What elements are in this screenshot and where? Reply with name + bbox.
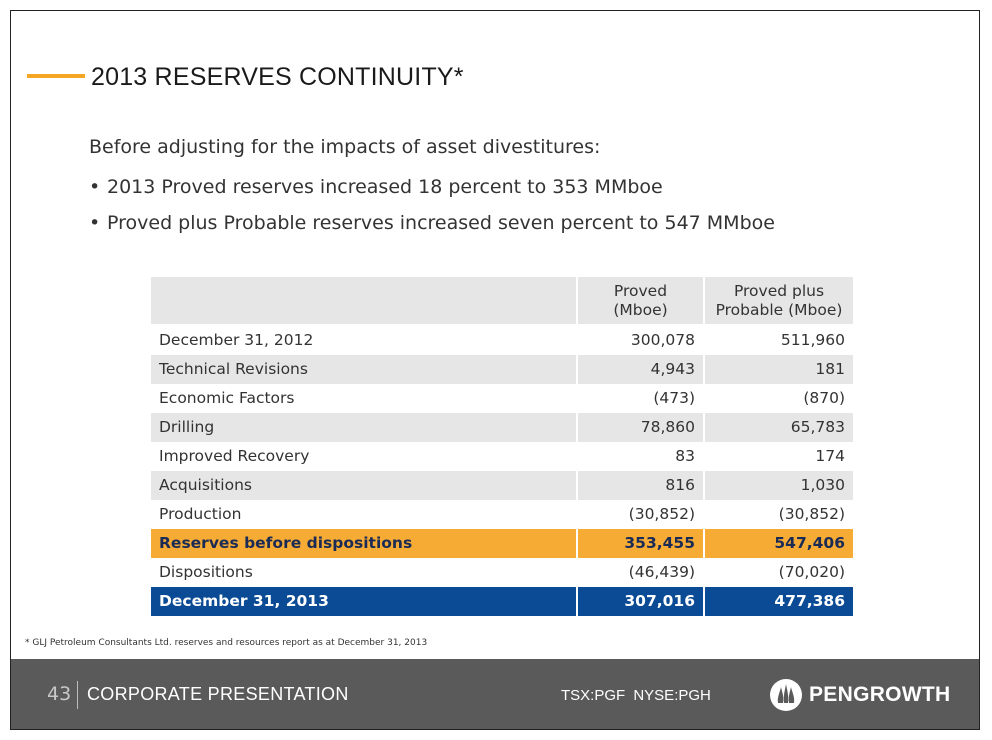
proved-value: 83: [576, 442, 703, 471]
row-label: Improved Recovery: [151, 442, 576, 471]
table-row: Drilling 78,860 65,783: [151, 413, 853, 442]
proved-value: 4,943: [576, 355, 703, 384]
table-row: Dispositions (46,439) (70,020): [151, 558, 853, 587]
row-label: Production: [151, 500, 576, 529]
bullet-text: Proved plus Probable reserves increased …: [107, 212, 775, 234]
reserves-table: Proved (Mboe) Proved plus Probable (Mboe) …: [151, 277, 853, 616]
proved-value: 307,016: [576, 587, 703, 616]
bullet-text: 2013 Proved reserves increased 18 percen…: [107, 176, 663, 198]
proved-value: (473): [576, 384, 703, 413]
pengrowth-flame-logo-icon: [770, 679, 802, 711]
row-label: Reserves before dispositions: [151, 529, 576, 558]
header-cell-label: [151, 277, 576, 326]
table-row: December 31, 2012 300,078 511,960: [151, 326, 853, 355]
footer-divider: [77, 681, 78, 709]
table-row-total: December 31, 2013 307,016 477,386: [151, 587, 853, 616]
row-label: Technical Revisions: [151, 355, 576, 384]
proved-value: 78,860: [576, 413, 703, 442]
proved-value: 300,078: [576, 326, 703, 355]
table-row: Improved Recovery 83 174: [151, 442, 853, 471]
table-row-highlight: Reserves before dispositions 353,455 547…: [151, 529, 853, 558]
proved-value: 816: [576, 471, 703, 500]
proved-plus-probable-value: 477,386: [703, 587, 853, 616]
row-label: Acquisitions: [151, 471, 576, 500]
footnote: * GLJ Petroleum Consultants Ltd. reserve…: [25, 638, 428, 648]
footer-bar: 43 CORPORATE PRESENTATION TSX:PGF NYSE:P…: [11, 659, 979, 729]
proved-plus-probable-value: 174: [703, 442, 853, 471]
table-row: Acquisitions 816 1,030: [151, 471, 853, 500]
proved-plus-probable-value: 65,783: [703, 413, 853, 442]
intro-text: Before adjusting for the impacts of asse…: [89, 136, 601, 158]
table-header-row: Proved (Mboe) Proved plus Probable (Mboe): [151, 277, 853, 326]
bullet-list: • 2013 Proved reserves increased 18 perce…: [89, 173, 775, 245]
proved-plus-probable-value: 547,406: [703, 529, 853, 558]
row-label: December 31, 2012: [151, 326, 576, 355]
proved-plus-probable-value: 181: [703, 355, 853, 384]
table-row: Technical Revisions 4,943 181: [151, 355, 853, 384]
proved-plus-probable-value: 511,960: [703, 326, 853, 355]
row-label: December 31, 2013: [151, 587, 576, 616]
bullet-item: • 2013 Proved reserves increased 18 perce…: [89, 173, 775, 209]
title-accent-bar: [27, 74, 85, 78]
bullet-icon: •: [89, 212, 101, 234]
footer-label: CORPORATE PRESENTATION: [87, 684, 349, 704]
bullet-item: • Proved plus Probable reserves increased…: [89, 209, 775, 245]
stock-ticker: TSX:PGF NYSE:PGH: [561, 687, 711, 704]
bullet-icon: •: [89, 176, 101, 198]
header-cell-proved-plus-probable: Proved plus Probable (Mboe): [703, 277, 853, 326]
company-logo: PENGROWTH: [769, 675, 951, 715]
proved-plus-probable-value: 1,030: [703, 471, 853, 500]
proved-plus-probable-value: (870): [703, 384, 853, 413]
proved-plus-probable-value: (70,020): [703, 558, 853, 587]
row-label: Drilling: [151, 413, 576, 442]
proved-plus-probable-value: (30,852): [703, 500, 853, 529]
row-label: Dispositions: [151, 558, 576, 587]
page-number: 43: [47, 683, 72, 705]
page-title: 2013 RESERVES CONTINUITY*: [91, 63, 464, 91]
proved-value: (46,439): [576, 558, 703, 587]
header-cell-proved: Proved (Mboe): [576, 277, 703, 326]
row-label: Economic Factors: [151, 384, 576, 413]
slide: 2013 RESERVES CONTINUITY* Before adjusti…: [10, 10, 980, 730]
proved-value: 353,455: [576, 529, 703, 558]
proved-value: (30,852): [576, 500, 703, 529]
logo-wordmark: PENGROWTH: [809, 683, 951, 706]
table-row: Production (30,852) (30,852): [151, 500, 853, 529]
table-row: Economic Factors (473) (870): [151, 384, 853, 413]
